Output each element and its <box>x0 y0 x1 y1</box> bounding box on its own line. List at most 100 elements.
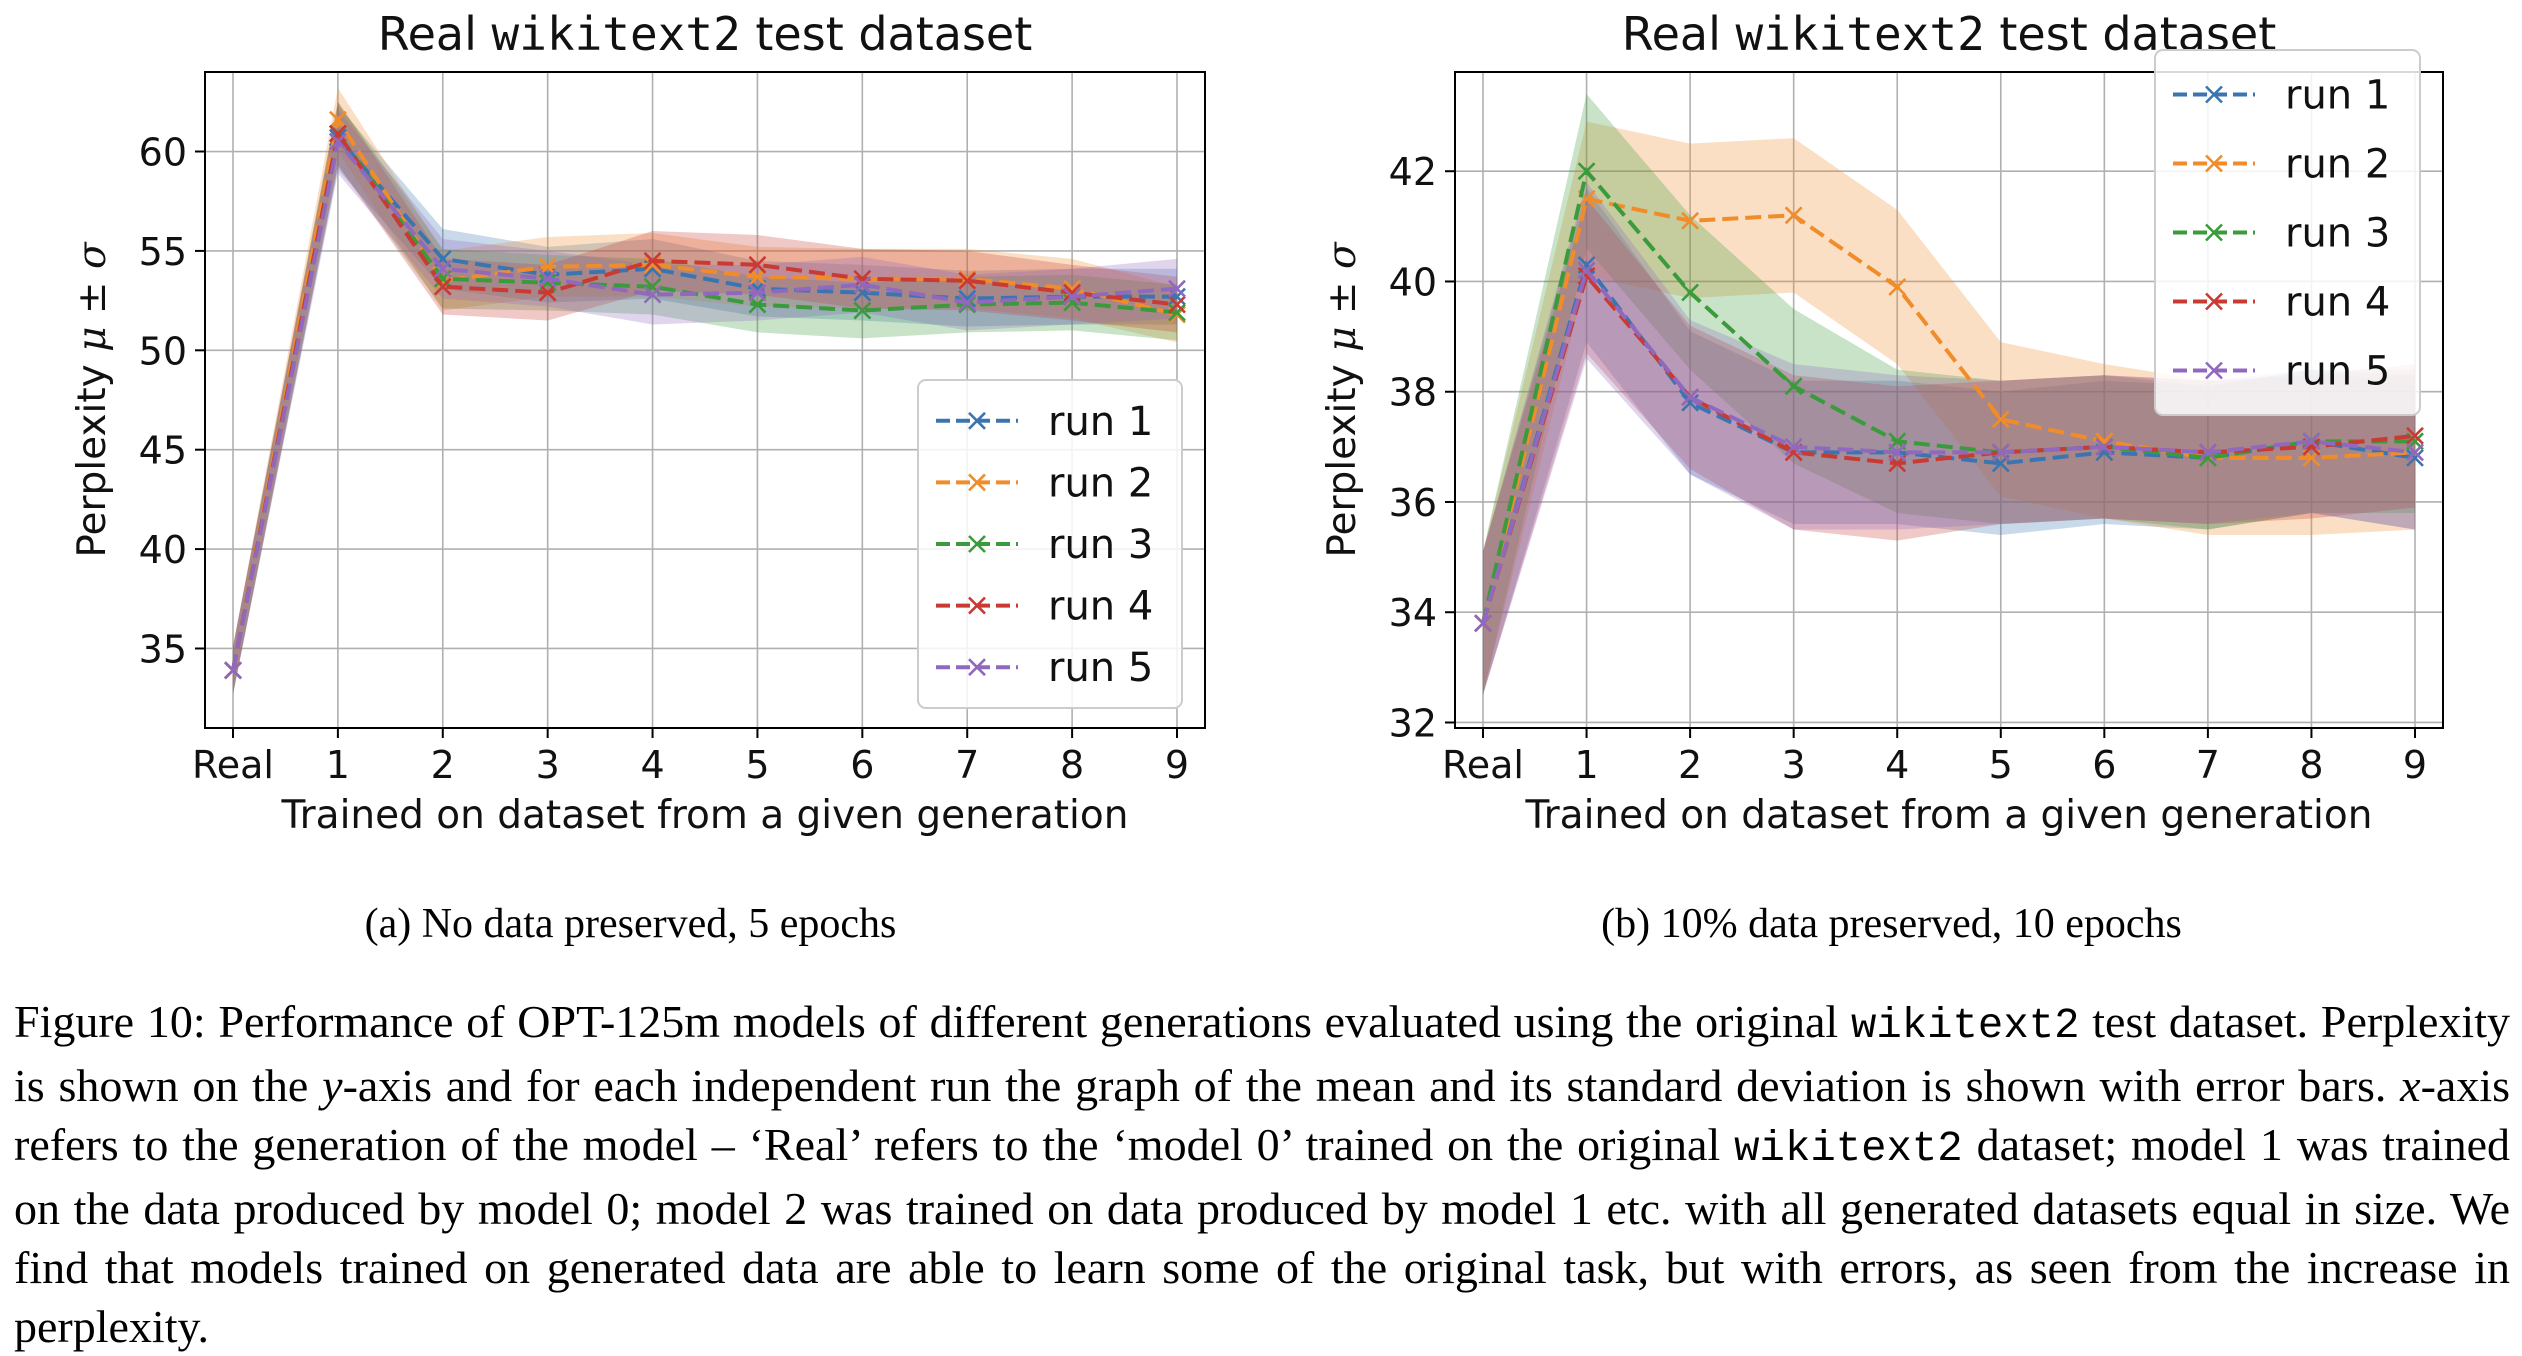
series-line-run-2 <box>1481 196 2416 624</box>
data-point-marker <box>328 132 347 151</box>
y-tick-label: 32 <box>1389 701 1437 745</box>
data-point-marker <box>1681 388 1700 407</box>
x-tick-label: 2 <box>431 743 455 787</box>
y-tick-label: 50 <box>139 329 187 373</box>
chart-title: Real wikitext2 test dataset <box>1622 7 2277 61</box>
data-point-marker <box>958 293 977 312</box>
y-tick-label: 40 <box>139 528 187 572</box>
data-point-marker <box>1784 377 1803 396</box>
y-tick-label: 34 <box>1389 591 1437 635</box>
data-point-marker <box>853 275 872 294</box>
data-point-marker <box>2406 448 2424 467</box>
data-point-marker <box>2406 426 2424 445</box>
data-point-marker <box>2095 437 2114 456</box>
error-band-run-2 <box>1483 121 2415 695</box>
series-line-run-2 <box>231 114 1178 671</box>
data-point-marker <box>433 259 452 278</box>
data-point-marker <box>1577 267 1596 285</box>
chart-title-text: Real <box>1622 7 1736 61</box>
x-tick-label: 7 <box>955 743 979 787</box>
y-tick-label: 45 <box>139 429 187 473</box>
legend-label-run-1: run 1 <box>2285 73 2390 119</box>
chart-title-text: Real <box>378 7 492 61</box>
y-axis-label-text: Perplexity <box>70 352 115 558</box>
x-axis-label: Trained on dataset from a given generati… <box>281 793 1129 838</box>
legend-label-run-2: run 2 <box>1048 460 1153 506</box>
legend: run 1 run 2 run 3 run 4 run 5 <box>2154 49 2421 416</box>
x-tick-label: 3 <box>1782 743 1806 787</box>
data-point-marker <box>538 269 557 288</box>
caption-math: x <box>2400 1060 2421 1111</box>
data-point-marker <box>853 301 872 320</box>
data-point-marker <box>1888 278 1907 296</box>
y-tick-label: 55 <box>139 230 187 274</box>
error-band-run-5 <box>1483 182 2415 695</box>
legend-label-run-3: run 3 <box>2285 211 2390 257</box>
data-point-marker <box>1168 303 1186 322</box>
legend-marker-run-1 <box>968 411 986 430</box>
legend-marker-run-2 <box>2205 154 2223 173</box>
x-tick-label: 3 <box>536 743 560 787</box>
caption-text: -axis and for each independent run the g… <box>342 1060 2401 1111</box>
caption-code: wikitext2 <box>1850 1002 2080 1050</box>
x-tick-label: 8 <box>2299 743 2323 787</box>
legend-label-run-4: run 4 <box>1048 584 1153 630</box>
y-tick-label: 38 <box>1389 371 1437 415</box>
data-point-marker <box>958 269 977 288</box>
data-point-marker <box>1168 295 1186 314</box>
legend-marker-run-5 <box>968 658 986 677</box>
caption-label: Figure 10: <box>14 996 206 1047</box>
y-axis-label-math: μ ± σ <box>70 241 115 352</box>
legend-label-run-5: run 5 <box>2285 349 2390 395</box>
data-point-marker <box>1168 287 1186 306</box>
caption-math: y <box>322 1060 343 1111</box>
x-tick-label: 1 <box>1574 743 1598 787</box>
x-axis-label: Trained on dataset from a given generati… <box>1525 793 2373 838</box>
error-band-run-2 <box>233 87 1177 695</box>
y-tick-label: 40 <box>1389 260 1437 304</box>
x-tick-label: 6 <box>850 743 874 787</box>
plot-frame <box>204 71 1206 729</box>
data-point-marker <box>1063 287 1082 306</box>
data-point-marker <box>2302 432 2321 451</box>
y-tick-label: 42 <box>1389 150 1437 194</box>
data-point-marker <box>1474 614 1492 633</box>
data-point-marker <box>1991 410 2010 429</box>
legend-marker-run-3 <box>2205 223 2223 242</box>
legend-label-run-1: run 1 <box>1048 399 1153 445</box>
legend-label-run-2: run 2 <box>2285 142 2390 188</box>
x-tick-label: 2 <box>1678 743 1702 787</box>
x-tick-label: 5 <box>1989 743 2013 787</box>
series-line-run-5 <box>231 137 1178 671</box>
x-tick-label: 4 <box>640 743 664 787</box>
data-point-marker <box>748 255 767 274</box>
data-point-marker <box>643 251 662 270</box>
y-tick-label: 35 <box>139 627 187 671</box>
plot-frame <box>1454 71 2444 729</box>
subcaption-b: (b) 10% data preserved, 10 epochs <box>1601 901 2182 947</box>
x-tick-label: 9 <box>1165 743 1189 787</box>
error-band-run-3 <box>233 101 1177 695</box>
legend-box <box>2154 49 2421 416</box>
x-tick-label: 5 <box>745 743 769 787</box>
error-band-run-1 <box>1483 187 2415 695</box>
x-tick-label: 7 <box>2196 743 2220 787</box>
y-tick-label: 36 <box>1389 481 1437 525</box>
error-band-run-5 <box>233 109 1177 695</box>
y-axis-label-text: Perplexity <box>1320 352 1365 558</box>
series-line-run-4 <box>231 128 1178 671</box>
legend-marker-run-5 <box>2205 361 2223 380</box>
legend-marker-run-3 <box>968 535 986 553</box>
data-point-marker <box>748 283 767 302</box>
chart-title-mono: wikitext2 <box>492 7 741 61</box>
series-line-run-5 <box>1481 266 2416 624</box>
data-point-marker <box>328 124 347 143</box>
data-point-marker <box>1681 393 1700 412</box>
y-axis-label: Perplexity μ ± σ <box>70 241 115 558</box>
legend-label-run-4: run 4 <box>2285 280 2390 326</box>
data-point-marker <box>224 661 242 680</box>
x-tick-label: 6 <box>2092 743 2116 787</box>
data-point-marker <box>328 110 347 129</box>
